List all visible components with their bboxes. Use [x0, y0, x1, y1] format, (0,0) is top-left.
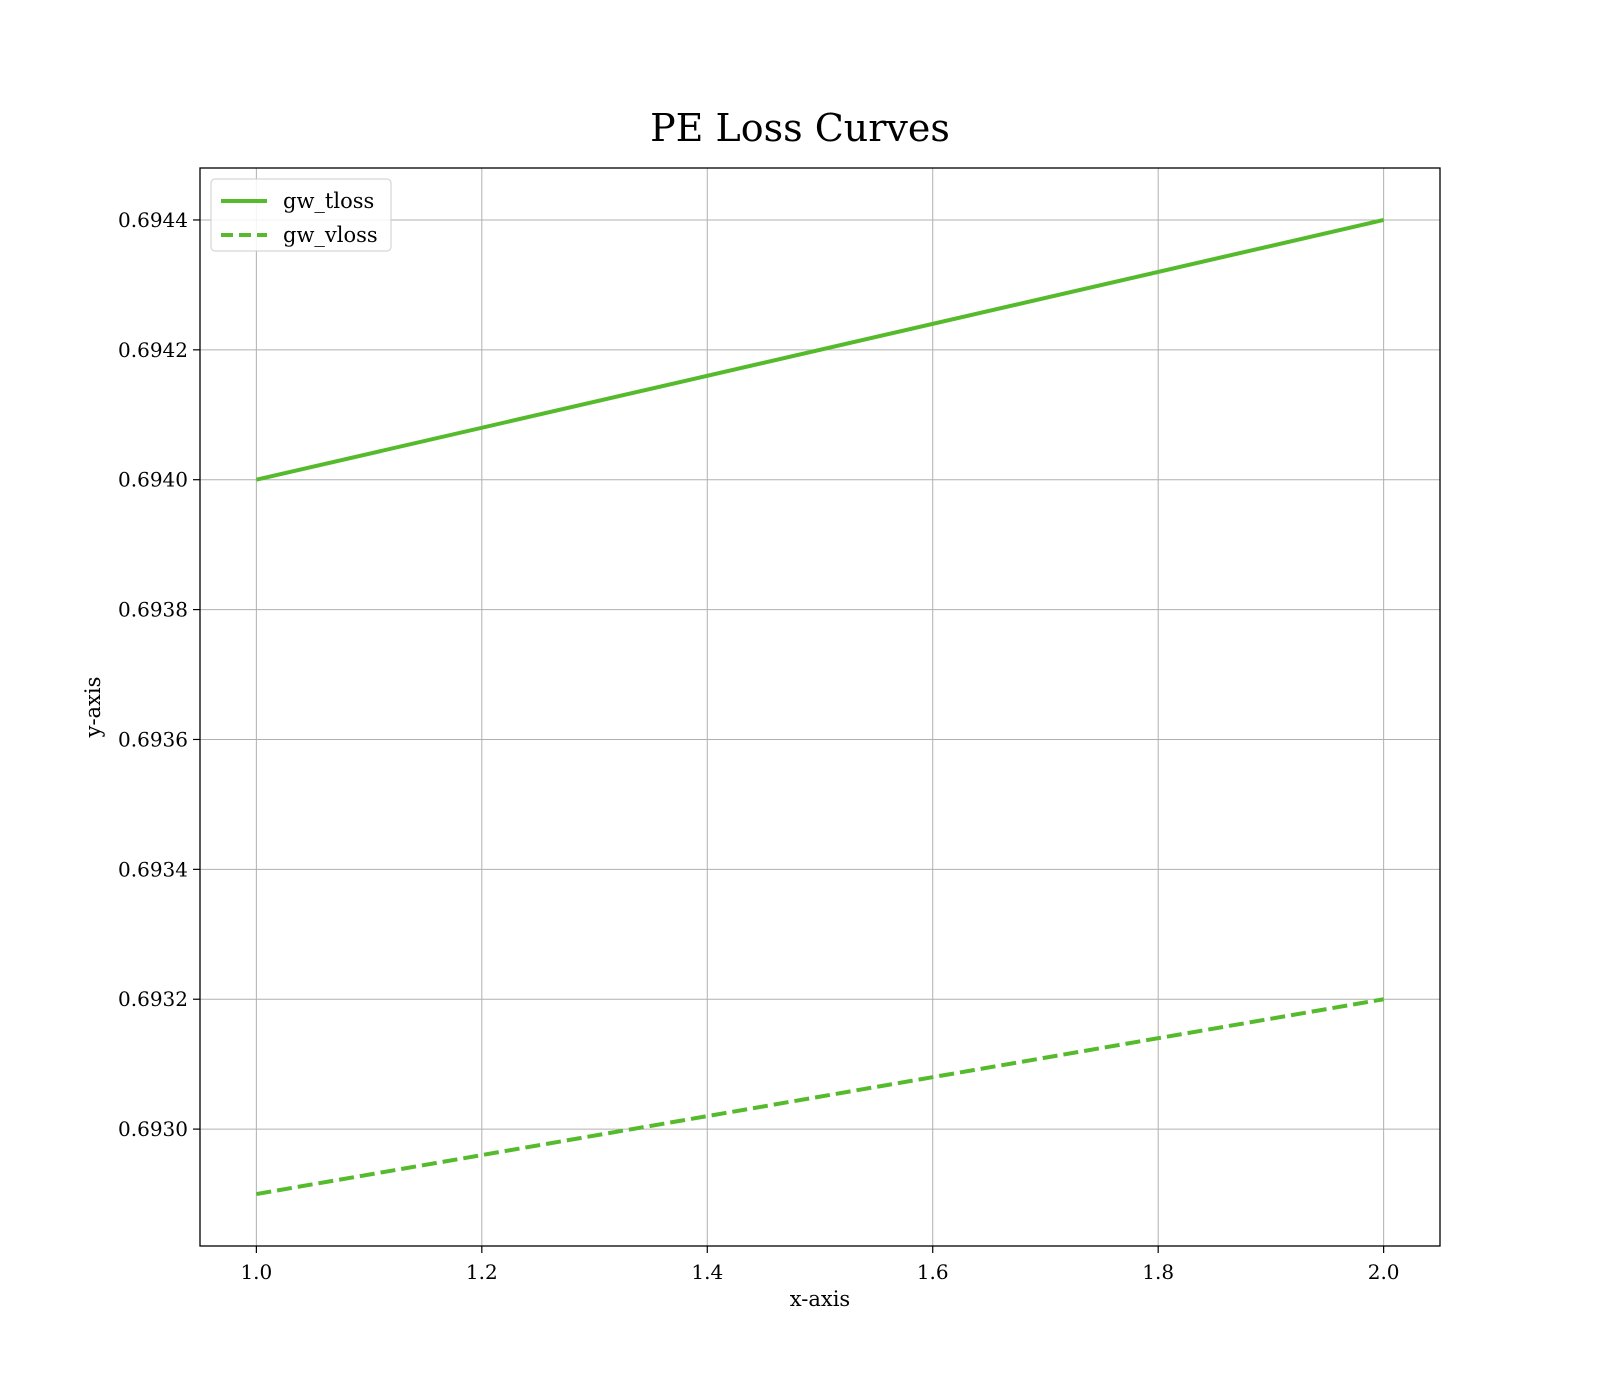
legend-box [210, 178, 392, 252]
y-axis-label: y-axis [81, 677, 105, 739]
y-tick-label: 0.6944 [118, 208, 188, 232]
y-tick-label: 0.6932 [118, 987, 188, 1011]
y-tick-label: 0.6938 [118, 598, 188, 622]
y-tick-label: 0.6940 [118, 468, 188, 492]
legend-label: gw_tloss [283, 189, 374, 213]
series-line-gw-tloss [255, 218, 1385, 482]
y-tick-label: 0.6930 [118, 1117, 188, 1141]
x-tick-label: 1.4 [691, 1260, 723, 1284]
plot-frame [199, 167, 1441, 1247]
series-lines [255, 218, 1385, 1197]
x-tick-label: 1.2 [466, 1260, 498, 1284]
x-tick-label: 1.8 [1142, 1260, 1174, 1284]
y-tick-label: 0.6942 [118, 338, 188, 362]
grid-lines [200, 168, 1440, 1246]
chart-title: PE Loss Curves [650, 106, 950, 150]
legend: gw_tloss gw_vloss [210, 178, 392, 252]
x-axis-label: x-axis [790, 1287, 850, 1311]
x-tick-label: 2.0 [1368, 1260, 1400, 1284]
axis-ticks: 1.0 1.2 1.4 1.6 1.8 2.0 0.6930 0.6932 0.6934 0.69… [118, 208, 1400, 1284]
y-tick-label: 0.6936 [118, 727, 188, 751]
x-tick-label: 1.6 [917, 1260, 949, 1284]
legend-label: gw_vloss [283, 223, 378, 247]
series-line-gw-vloss [256, 997, 1384, 1197]
y-tick-label: 0.6934 [118, 857, 188, 881]
x-tick-label: 1.0 [240, 1260, 272, 1284]
